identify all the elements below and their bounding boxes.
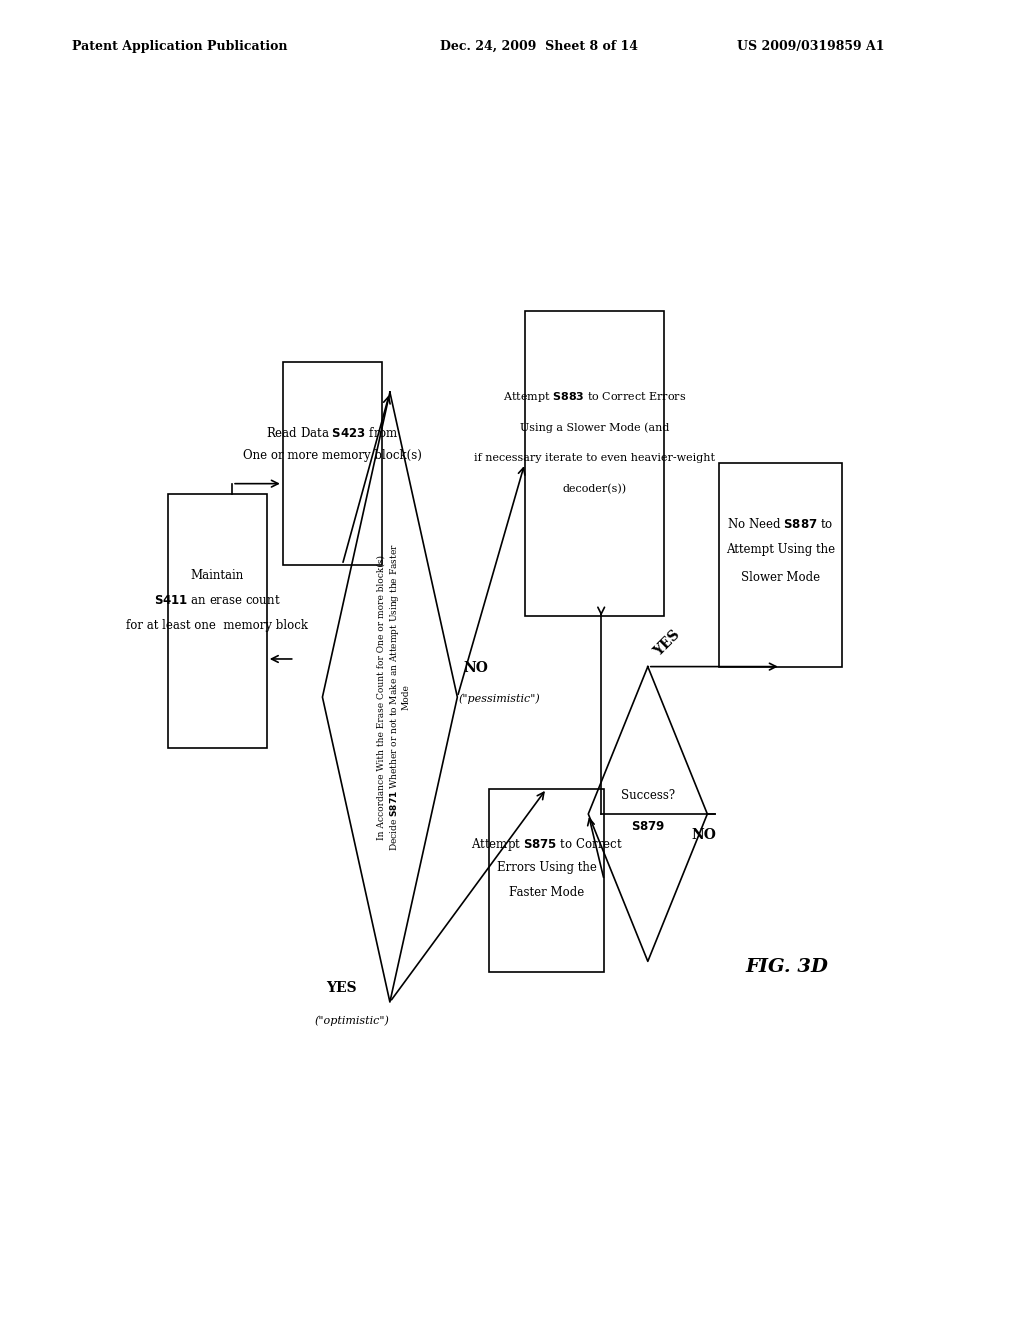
Text: Slower Mode: Slower Mode — [741, 570, 820, 583]
Text: US 2009/0319859 A1: US 2009/0319859 A1 — [737, 40, 885, 53]
Text: One or more memory block(s): One or more memory block(s) — [243, 449, 422, 462]
Text: Errors Using the: Errors Using the — [497, 862, 597, 874]
Text: Read Data $\mathbf{S423}$ from: Read Data $\mathbf{S423}$ from — [266, 426, 398, 440]
Text: Faster Mode: Faster Mode — [509, 886, 585, 899]
Text: NO: NO — [464, 661, 488, 675]
Text: for at least one  memory block: for at least one memory block — [126, 619, 308, 632]
Text: No Need $\mathbf{S887}$ to: No Need $\mathbf{S887}$ to — [727, 517, 834, 532]
Bar — [168, 494, 267, 748]
Text: NO: NO — [691, 829, 717, 842]
Bar — [719, 463, 842, 667]
Text: ("pessimistic"): ("pessimistic") — [459, 693, 541, 704]
Bar — [489, 788, 604, 972]
Text: Dec. 24, 2009  Sheet 8 of 14: Dec. 24, 2009 Sheet 8 of 14 — [440, 40, 638, 53]
Text: $\mathbf{S879}$: $\mathbf{S879}$ — [631, 820, 665, 833]
Text: YES: YES — [652, 628, 683, 660]
Text: FIG. 3D: FIG. 3D — [745, 957, 828, 975]
Text: Maintain: Maintain — [190, 569, 244, 582]
Text: Using a Slower Mode (and: Using a Slower Mode (and — [519, 422, 669, 433]
Text: In Accordance With the Erase Count for One or more block(s)
Decide $\mathbf{S871: In Accordance With the Erase Count for O… — [377, 544, 411, 851]
Text: YES: YES — [327, 981, 357, 995]
Text: Attempt $\mathbf{S883}$ to Correct Errors: Attempt $\mathbf{S883}$ to Correct Error… — [503, 391, 686, 404]
Bar — [524, 310, 664, 615]
Text: Patent Application Publication: Patent Application Publication — [72, 40, 287, 53]
Text: Attempt Using the: Attempt Using the — [726, 544, 836, 556]
Bar — [283, 362, 382, 565]
Text: $\mathbf{S411}$ an erase count: $\mathbf{S411}$ an erase count — [154, 594, 281, 607]
Text: Success?: Success? — [621, 789, 675, 803]
Text: ("optimistic"): ("optimistic") — [314, 1016, 389, 1027]
Text: Attempt $\mathbf{S875}$ to Correct: Attempt $\mathbf{S875}$ to Correct — [471, 836, 623, 853]
Text: if necessary iterate to even heavier-weight: if necessary iterate to even heavier-wei… — [474, 453, 715, 463]
Text: decoder(s)): decoder(s)) — [562, 483, 627, 494]
